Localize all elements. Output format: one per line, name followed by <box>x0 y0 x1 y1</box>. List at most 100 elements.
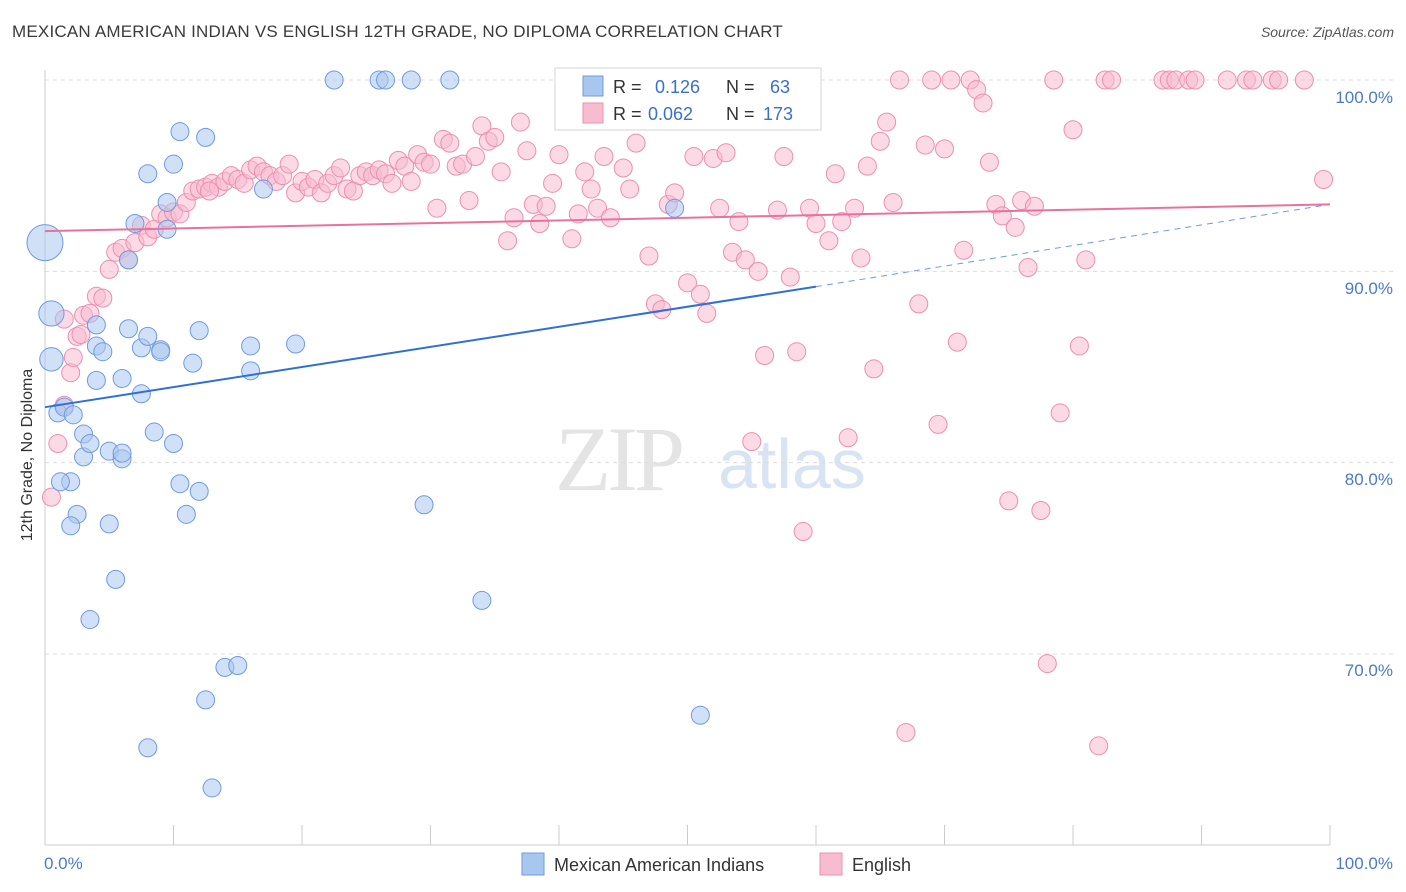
english-point <box>465 147 485 167</box>
english-point <box>909 294 929 314</box>
mexican-american-indian-point <box>401 70 421 90</box>
mexican-american-indian-point <box>241 361 261 381</box>
mexican-american-indian-point <box>196 127 216 147</box>
mexican-american-indian-point <box>138 738 158 758</box>
mexican-american-indian-point <box>39 347 64 372</box>
english-point <box>626 133 646 153</box>
stats-n-label-1: N = <box>726 77 755 97</box>
english-point <box>877 112 897 132</box>
mexican-american-indian-point <box>50 472 70 492</box>
mexican-american-indian-point <box>26 224 64 262</box>
english-point <box>883 192 903 212</box>
english-point <box>536 196 556 216</box>
english-point <box>543 173 563 193</box>
english-point <box>382 173 402 193</box>
stats-n-value-1: 63 <box>770 77 790 97</box>
english-point <box>63 347 83 367</box>
english-point <box>1044 70 1064 90</box>
mexican-american-indian-point <box>241 336 261 356</box>
pink-trend-line <box>44 203 1331 233</box>
english-point <box>819 231 839 251</box>
english-point <box>947 332 967 352</box>
mexican-american-indian-point <box>125 214 145 233</box>
english-point <box>279 154 299 174</box>
mexican-american-indian-point <box>170 122 190 142</box>
stats-r-value-2: 0.062 <box>648 104 693 124</box>
mexican-american-indian-point <box>151 342 171 362</box>
watermark-zip: ZIP <box>555 408 682 510</box>
mexican-american-indian-point <box>61 516 81 536</box>
mexican-american-indian-point <box>93 342 113 362</box>
english-point <box>716 143 736 163</box>
mexican-american-indian-point <box>183 353 203 373</box>
y-tick-70: 70.0% <box>1345 661 1393 680</box>
english-point <box>401 171 421 191</box>
english-point <box>780 267 800 287</box>
english-point <box>93 288 113 308</box>
mexican-american-indian-point <box>202 778 222 798</box>
chart-title: MEXICAN AMERICAN INDIAN VS ENGLISH 12TH … <box>12 22 784 41</box>
stats-r-label-2: R = <box>613 104 642 124</box>
english-point <box>1102 70 1122 90</box>
english-point <box>941 70 961 90</box>
y-axis-label: 12th Grade, No Diploma <box>19 369 36 542</box>
english-point <box>1089 736 1109 756</box>
english-point <box>735 250 755 270</box>
english-point <box>928 414 948 434</box>
english-point <box>1063 120 1083 140</box>
english-point <box>530 214 550 233</box>
english-point <box>954 240 974 260</box>
english-point <box>890 70 910 90</box>
stats-r-value-1: 0.126 <box>655 77 700 97</box>
mexican-american-indian-point <box>138 164 158 184</box>
english-point <box>1024 196 1044 216</box>
english-point <box>1069 336 1089 356</box>
english-point <box>1243 70 1263 90</box>
mexican-american-indian-point <box>63 405 83 425</box>
english-point <box>1076 250 1096 270</box>
english-point <box>922 70 942 90</box>
blue-trend-extension <box>815 203 1331 288</box>
english-point <box>440 133 460 153</box>
stats-blue-swatch <box>582 75 604 97</box>
mexican-american-indian-point <box>112 443 132 463</box>
mexican-american-indian-point <box>414 495 434 515</box>
english-point <box>562 229 582 249</box>
mexican-american-indian-point <box>80 610 100 630</box>
mexican-american-indian-point <box>99 514 119 534</box>
english-point <box>510 112 530 132</box>
english-point <box>838 428 858 448</box>
mexican-american-indian-point <box>324 70 344 90</box>
x-tick-100: 100.0% <box>1335 854 1393 873</box>
english-point <box>864 359 884 379</box>
english-point <box>568 204 588 224</box>
english-point <box>498 231 518 251</box>
english-point <box>588 198 608 218</box>
english-point <box>459 191 479 211</box>
mexican-american-indian-point <box>286 334 306 354</box>
mexican-american-indian-point <box>196 690 216 710</box>
english-point <box>485 127 505 147</box>
mexican-american-indian-point <box>80 434 100 454</box>
english-point <box>331 158 351 178</box>
english-point <box>620 179 640 199</box>
stats-n-label-2: N = <box>726 104 755 124</box>
blue-trend-line <box>44 285 817 409</box>
english-point <box>594 147 614 167</box>
english-point <box>427 198 447 218</box>
source-label: Source: ZipAtlas.com <box>1260 24 1394 40</box>
y-tick-90: 90.0% <box>1345 279 1393 298</box>
english-point <box>915 135 935 155</box>
y-tick-80: 80.0% <box>1345 470 1393 489</box>
watermark: ZIP atlas <box>555 408 866 510</box>
english-point <box>1018 258 1038 278</box>
english-point <box>825 164 845 184</box>
english-point <box>1185 70 1205 90</box>
english-point <box>1314 169 1334 189</box>
axes <box>44 70 1331 846</box>
english-point <box>48 434 68 454</box>
english-point <box>935 139 954 159</box>
english-point <box>199 181 219 201</box>
english-point <box>767 200 787 220</box>
